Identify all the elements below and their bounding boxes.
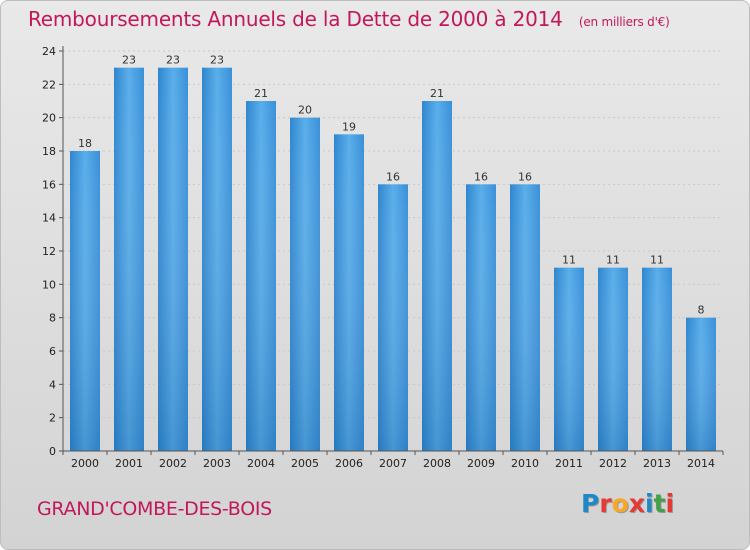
logo-letter: P [581,489,600,518]
commune-name: GRAND'COMBE-DES-BOIS [37,498,272,520]
value-label-2008: 21 [430,87,444,100]
x-tick-label-2012: 2012 [599,457,627,470]
y-tick-label: 16 [42,178,56,191]
y-tick-label: 22 [42,78,56,91]
value-label-2003: 23 [210,54,224,67]
value-label-2014: 8 [698,304,705,317]
value-label-2007: 16 [386,170,400,183]
value-label-2006: 19 [342,120,356,133]
logo-letter: r [599,489,612,518]
chart-title: Remboursements Annuels de la Dette de 20… [28,7,670,31]
x-tick-label-2002: 2002 [159,457,187,470]
logo-letter: o [611,489,629,518]
logo-letter: x [628,489,645,518]
value-label-2002: 23 [166,54,180,67]
x-tick-label-2010: 2010 [511,457,539,470]
y-tick-label: 2 [49,412,56,425]
x-tick-label-2007: 2007 [379,457,407,470]
value-label-2011: 11 [562,254,576,267]
bar-shade-2009 [466,184,496,452]
bar-shade-2001 [114,67,144,452]
x-tick-label-2008: 2008 [423,457,451,470]
x-tick-label-2009: 2009 [467,457,495,470]
bar-shade-2002 [158,67,188,452]
y-tick-label: 6 [49,345,56,358]
x-tick-label-2005: 2005 [291,457,319,470]
x-tick-label-2014: 2014 [687,457,715,470]
bar-shade-2006 [334,134,364,452]
logo-letter: i [665,489,675,518]
chart-title-text: Remboursements Annuels de la Dette de 20… [28,7,563,31]
value-label-2010: 16 [518,170,532,183]
x-tick-label-2011: 2011 [555,457,583,470]
bar-shade-2004 [246,101,276,451]
y-tick-label: 14 [42,212,56,225]
bar-shade-2007 [378,184,408,452]
value-label-2004: 21 [254,87,268,100]
bar-shade-2000 [70,151,100,451]
logo-letter: t [653,489,666,518]
y-tick-label: 8 [49,312,56,325]
logo-letter: i [645,489,654,518]
bar-shade-2012 [598,267,628,451]
bars-group: 18 23 23 23 21 20 19 16 21 16 16 11 11 11 8 [70,54,716,452]
value-label-2009: 16 [474,170,488,183]
x-tick-label-2004: 2004 [247,457,275,470]
y-tick-label: 20 [42,112,56,125]
y-tick-label: 10 [42,278,56,291]
bar-shade-2014 [686,317,716,451]
value-label-2001: 23 [122,54,136,67]
value-label-2005: 20 [298,104,312,117]
x-tick-label-2013: 2013 [643,457,671,470]
bar-shade-2008 [422,101,452,451]
x-tick-label-2003: 2003 [203,457,231,470]
bar-shade-2011 [554,267,584,451]
bar-shade-2005 [290,117,320,452]
y-tick-label: 24 [42,45,56,58]
value-label-2013: 11 [650,254,664,267]
proxiti-logo: Proxiti [581,489,674,518]
y-tick-label: 12 [42,245,56,258]
x-tick-label-2001: 2001 [115,457,143,470]
y-tick-label: 4 [49,378,56,391]
bar-shade-2010 [510,184,540,452]
value-label-2012: 11 [606,254,620,267]
x-tick-label-2006: 2006 [335,457,363,470]
value-label-2000: 18 [78,137,92,150]
x-tick-label-2000: 2000 [71,457,99,470]
y-tick-label: 0 [49,445,56,458]
bar-shade-2013 [642,267,672,451]
bar-shade-2003 [202,67,232,452]
y-tick-label: 18 [42,145,56,158]
chart-unit-label: (en milliers d'€) [578,15,670,29]
